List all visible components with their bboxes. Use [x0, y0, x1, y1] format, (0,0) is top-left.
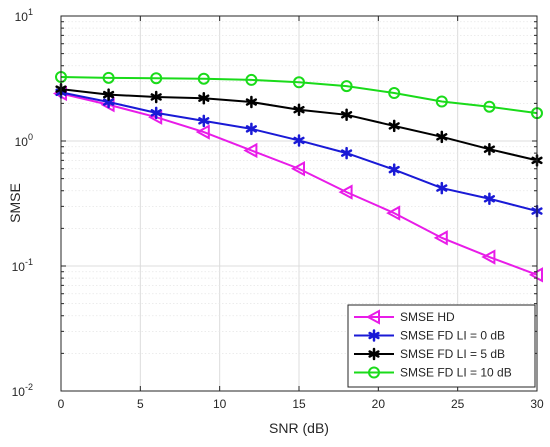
data-point	[103, 88, 115, 101]
x-axis-label: SNR (dB)	[269, 420, 329, 436]
data-point	[436, 130, 448, 144]
star-center	[487, 196, 492, 201]
x-tick-label: 0	[58, 397, 65, 411]
star-center	[201, 118, 206, 124]
data-point	[198, 91, 210, 105]
x-tick-label: 10	[213, 397, 227, 411]
data-point	[102, 71, 115, 84]
legend-marker	[365, 309, 380, 325]
star-center	[392, 123, 397, 129]
star-center	[439, 134, 444, 140]
legend-entry: SMSE FD LI = 0 dB	[354, 329, 505, 343]
y-tick-label: 10-1	[12, 257, 33, 274]
y-tick-label: 10-2	[12, 382, 33, 399]
series-2	[55, 86, 543, 218]
data-point	[341, 146, 353, 160]
data-point	[293, 76, 305, 89]
data-point	[435, 95, 448, 108]
data-point	[195, 124, 210, 140]
star-center	[154, 110, 159, 116]
data-point	[481, 249, 496, 265]
x-tick-label: 20	[372, 397, 386, 411]
data-point	[386, 205, 401, 221]
data-point	[243, 142, 258, 159]
data-point	[436, 181, 448, 195]
legend: SMSE HD SMSE FD LI = 0 dB SMSE FD LI = 5 d…	[347, 304, 536, 388]
data-point	[245, 73, 258, 86]
x-tick-label: 30	[530, 397, 544, 411]
series-line	[60, 92, 538, 276]
star-center	[439, 185, 444, 191]
star-center	[296, 107, 302, 112]
star-center	[201, 95, 206, 101]
data-point	[341, 108, 353, 122]
star-center	[249, 126, 254, 132]
data-point	[245, 122, 257, 136]
x-tick-label: 25	[451, 397, 465, 411]
legend-entry: SMSE FD LI = 5 dB	[354, 347, 505, 361]
star-center	[371, 351, 377, 357]
y-axis-label: SMSE	[7, 183, 23, 223]
legend-label: SMSE FD LI = 0 dB	[400, 329, 505, 343]
star-center	[249, 99, 254, 105]
legend-label: SMSE FD LI = 10 dB	[400, 366, 512, 380]
legend-entry: SMSE FD LI = 10 dB	[354, 366, 512, 380]
y-tick-label: 101	[15, 7, 33, 24]
legend-entry: SMSE HD	[354, 309, 455, 325]
data-point	[340, 80, 353, 93]
legend-marker	[368, 329, 380, 342]
star-center	[371, 333, 377, 338]
data-point	[150, 106, 162, 120]
data-point	[197, 72, 210, 85]
legend-marker	[368, 366, 380, 379]
star-center	[344, 150, 349, 156]
data-point	[245, 95, 257, 109]
legend-marker	[368, 347, 380, 361]
data-point	[293, 103, 305, 116]
star-center	[154, 94, 159, 100]
data-point	[293, 134, 305, 147]
data-point	[388, 163, 400, 176]
star-center	[392, 167, 397, 172]
data-point	[388, 119, 400, 133]
star-center	[106, 99, 111, 105]
y-tick-label: 100	[15, 132, 33, 149]
data-point	[338, 184, 353, 200]
data-point	[290, 161, 305, 177]
star-center	[296, 138, 302, 143]
legend-label: SMSE HD	[400, 310, 455, 324]
x-tick-label: 5	[137, 397, 144, 411]
star-center	[106, 92, 111, 97]
x-tick-label: 15	[292, 397, 306, 411]
data-point	[483, 192, 495, 206]
data-point	[433, 230, 448, 246]
data-point	[388, 87, 401, 100]
data-point	[198, 114, 210, 128]
tick-layer: 0 5 10 15 20 25 30 10-2 10-1 100 101	[12, 7, 544, 411]
star-center	[344, 112, 349, 118]
data-point	[150, 72, 163, 85]
data-point	[483, 142, 495, 156]
legend-label: SMSE FD LI = 5 dB	[400, 347, 505, 361]
star-center	[487, 146, 492, 152]
data-point	[150, 90, 162, 104]
data-point	[483, 100, 496, 113]
series-line	[60, 76, 538, 115]
